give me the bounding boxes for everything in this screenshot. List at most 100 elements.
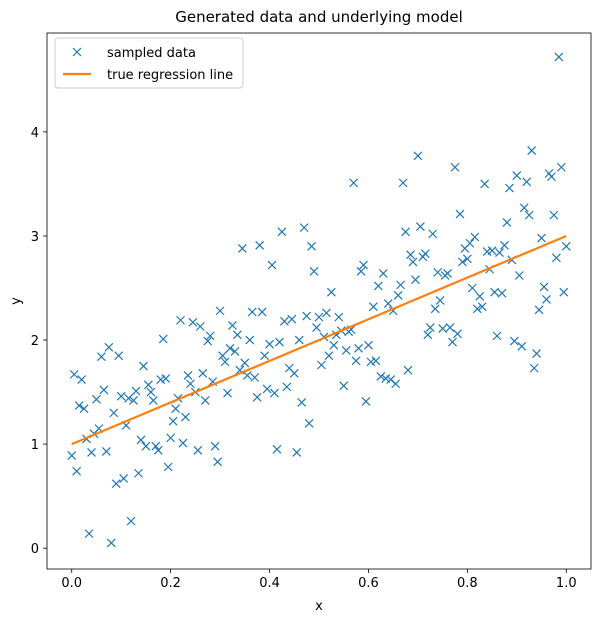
data-point: [551, 253, 561, 263]
data-point: [119, 474, 129, 483]
y-tick-label: 3: [31, 230, 39, 245]
data-point: [470, 232, 480, 242]
data-point: [275, 337, 284, 347]
data-point: [188, 317, 198, 327]
data-point: [448, 337, 457, 347]
data-point: [151, 441, 161, 451]
data-point: [299, 223, 309, 233]
data-point: [92, 394, 101, 404]
x-tick-label: 0.2: [160, 576, 181, 591]
data-point: [314, 312, 324, 322]
data-point: [215, 306, 225, 316]
data-point: [309, 266, 319, 276]
data-point: [205, 331, 215, 341]
data-point: [124, 393, 134, 403]
data-point: [500, 240, 509, 250]
data-point: [398, 178, 408, 188]
data-point: [425, 323, 435, 332]
data-point: [549, 210, 559, 220]
data-point: [79, 404, 89, 414]
x-axis-label: x: [315, 599, 323, 614]
data-point: [218, 351, 227, 361]
y-tick-label: 0: [31, 542, 39, 557]
y-tick-label: 4: [31, 126, 39, 141]
data-point: [349, 178, 359, 188]
data-point: [232, 330, 242, 340]
data-point: [512, 171, 522, 181]
data-point: [324, 351, 334, 361]
data-point: [445, 323, 455, 332]
data-point: [302, 311, 312, 321]
data-point: [257, 307, 267, 317]
data-point: [183, 370, 193, 380]
data-point: [282, 382, 292, 392]
data-point: [148, 395, 158, 405]
data-point: [391, 379, 401, 389]
x-tick-label: 1.0: [556, 576, 577, 591]
data-point: [161, 374, 171, 383]
x-axis: 0.0 0.2 0.4 0.6 0.8 1.0: [61, 569, 577, 591]
data-point: [225, 343, 235, 353]
data-point: [69, 369, 79, 379]
data-point: [334, 312, 344, 322]
data-point: [371, 356, 381, 366]
data-point: [129, 395, 138, 405]
data-point: [433, 267, 443, 277]
data-point: [181, 412, 190, 422]
data-point: [356, 266, 366, 276]
data-point: [146, 387, 156, 397]
data-point: [111, 479, 121, 489]
y-tick-label: 2: [31, 334, 39, 349]
data-point: [267, 260, 277, 270]
data-point: [559, 287, 569, 297]
data-point: [228, 321, 237, 330]
data-point: [465, 238, 475, 248]
data-point: [136, 435, 146, 445]
data-point: [453, 329, 462, 339]
data-point: [321, 308, 331, 318]
regression-line: [71, 234, 567, 446]
data-point: [326, 287, 336, 297]
data-point: [492, 331, 502, 341]
data-point: [472, 304, 482, 314]
data-point: [509, 336, 519, 346]
data-point: [359, 260, 368, 270]
data-point: [163, 462, 173, 472]
data-point: [260, 351, 270, 361]
data-point: [450, 162, 460, 172]
data-point: [213, 457, 223, 467]
data-point: [96, 352, 106, 362]
data-point: [403, 365, 413, 375]
data-point: [84, 529, 94, 539]
data-point: [354, 343, 363, 353]
data-point: [77, 375, 87, 385]
axes-frame: [46, 32, 592, 570]
data-point: [376, 372, 386, 381]
data-point: [529, 363, 539, 373]
data-point: [329, 340, 339, 350]
data-point: [517, 341, 527, 351]
data-point: [428, 229, 438, 239]
data-point: [502, 217, 512, 227]
data-point: [240, 358, 250, 368]
data-point: [74, 401, 84, 411]
data-point: [67, 451, 77, 460]
y-axis: 0 1 2 3 4: [31, 126, 47, 557]
data-point: [317, 360, 326, 370]
data-point: [480, 179, 490, 189]
data-point: [435, 296, 445, 305]
data-point: [272, 444, 282, 454]
data-point: [475, 291, 485, 301]
data-point: [443, 268, 453, 278]
data-point: [141, 441, 151, 451]
data-point: [364, 340, 373, 350]
data-point: [490, 287, 499, 297]
data-point: [373, 281, 383, 291]
data-point: [413, 151, 423, 161]
data-point: [294, 335, 304, 345]
data-point: [116, 391, 126, 401]
data-point: [378, 268, 388, 278]
data-point: [430, 304, 440, 314]
data-point: [524, 210, 534, 220]
data-point: [547, 172, 556, 182]
